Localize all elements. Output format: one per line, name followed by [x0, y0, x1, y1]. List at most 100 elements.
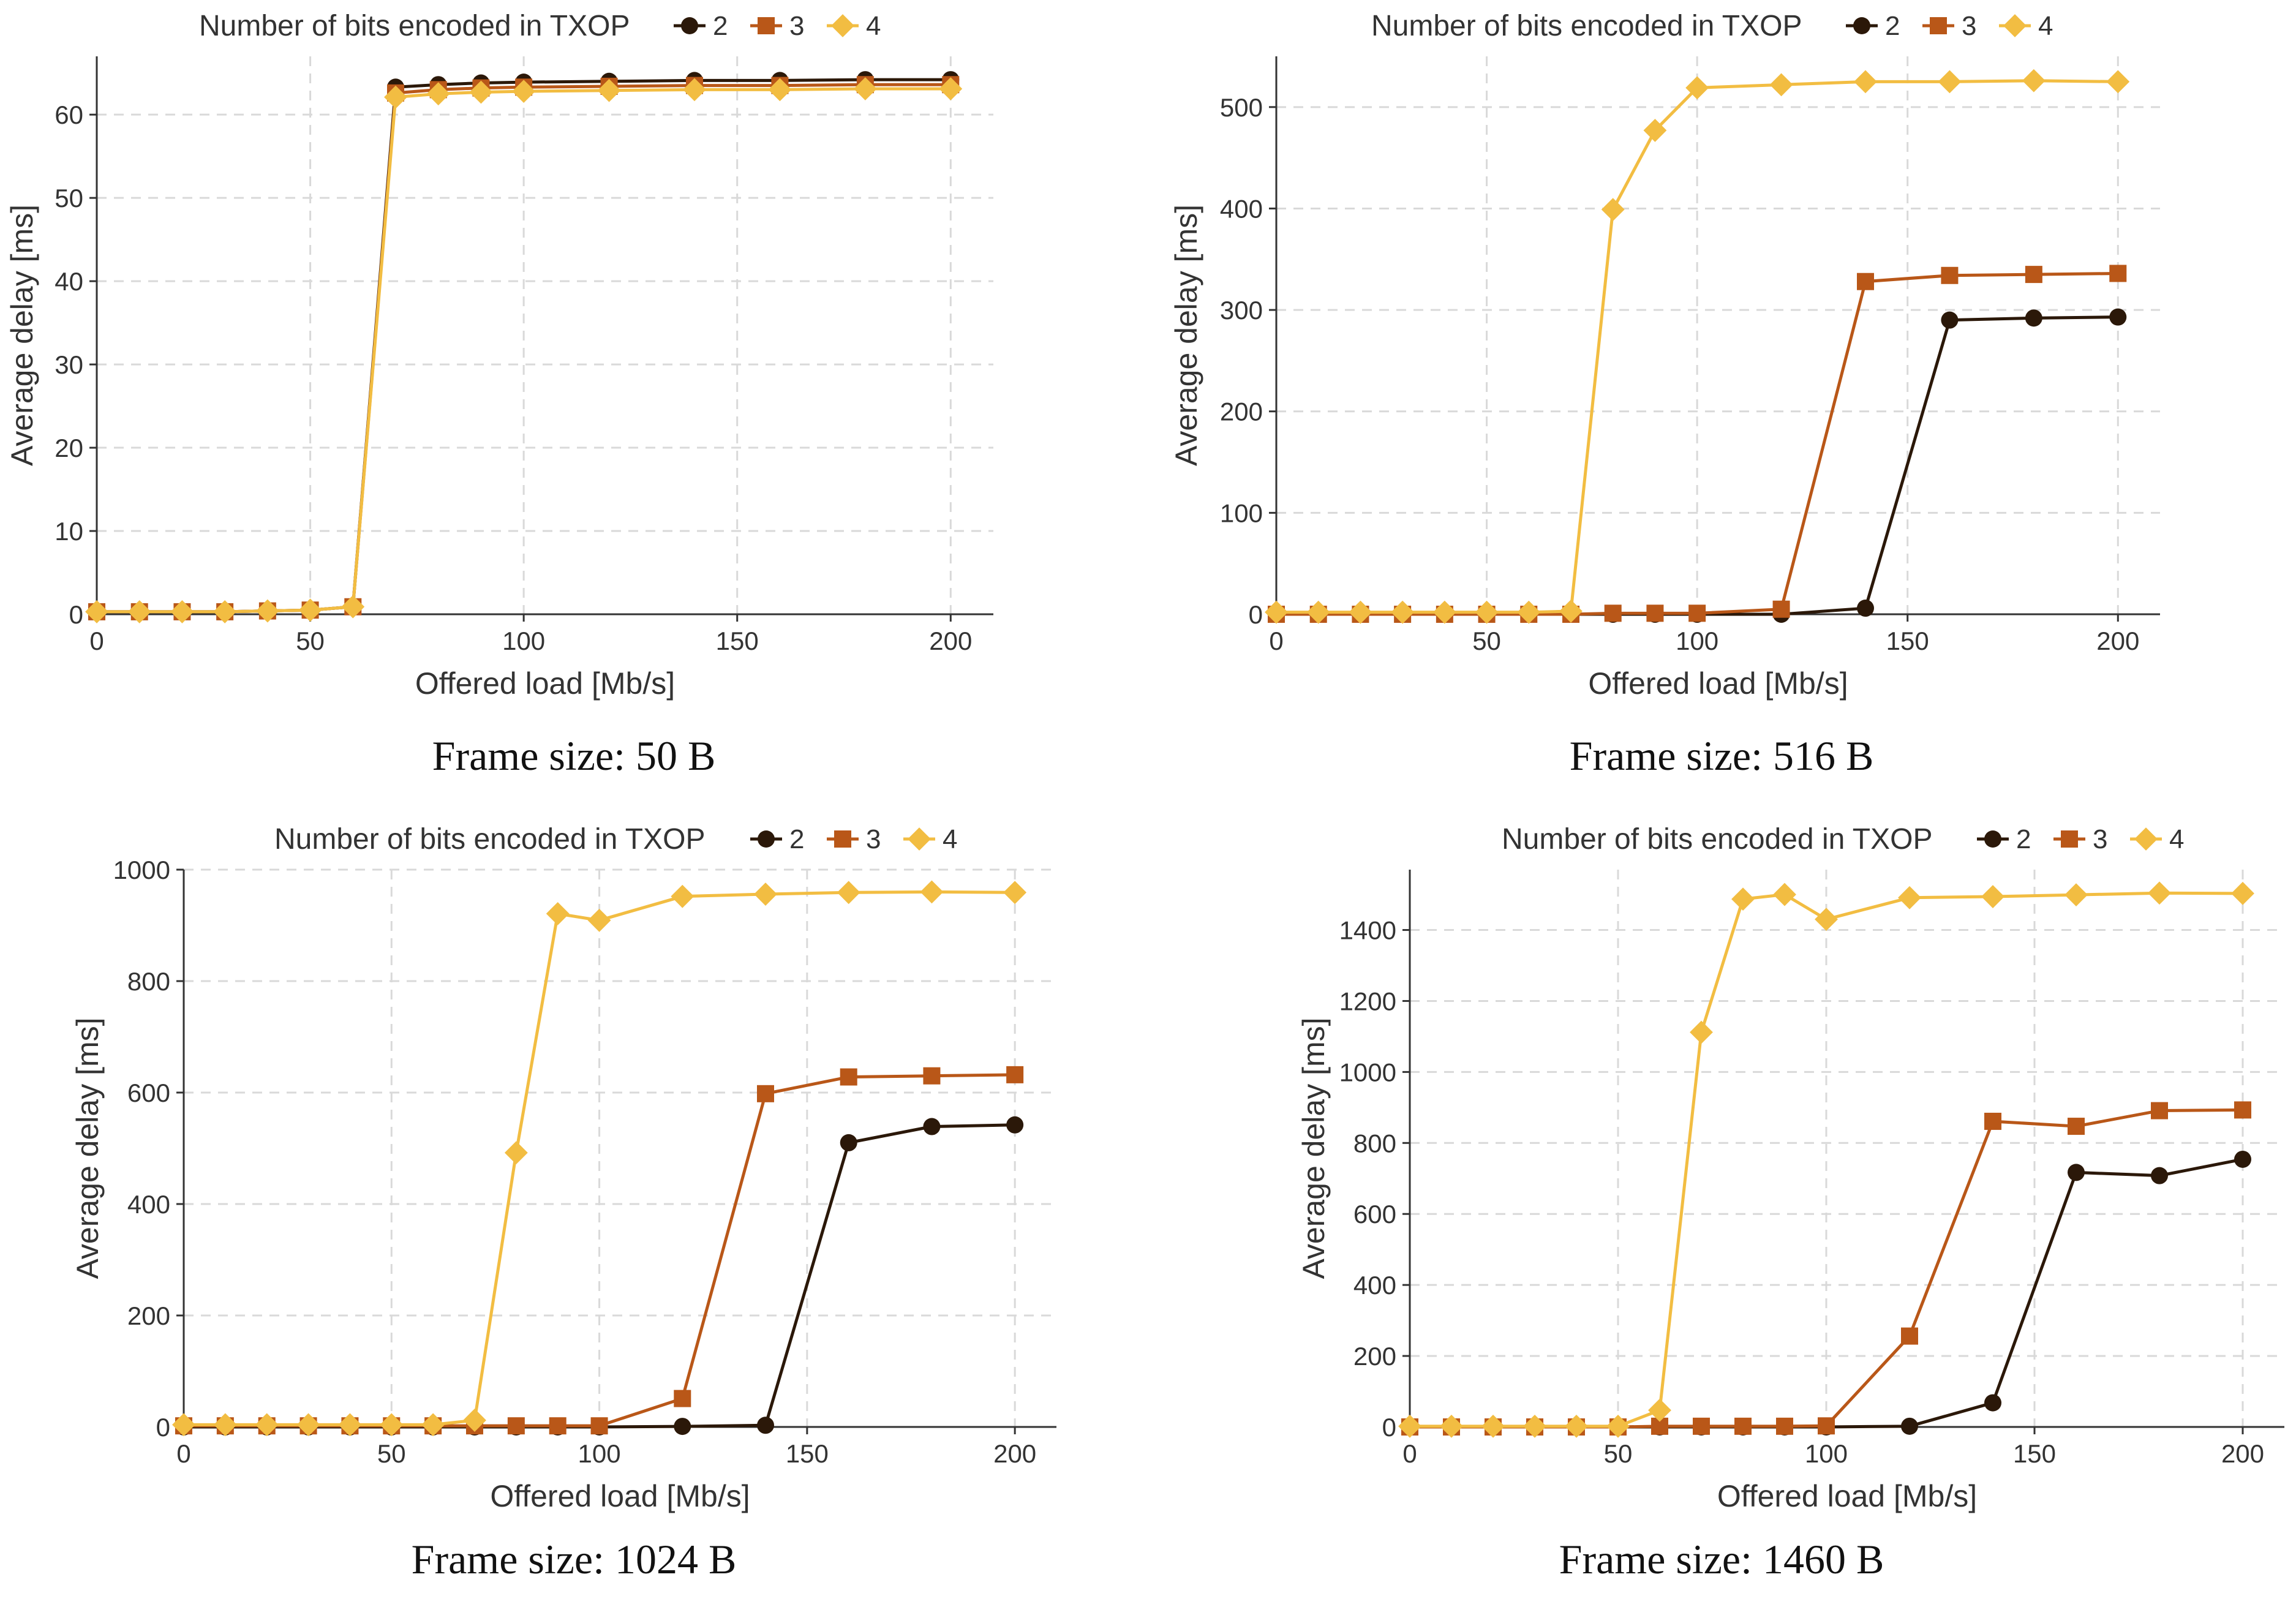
series-4-point [754, 883, 777, 906]
y-tick-label: 200 [1353, 1342, 1396, 1371]
x-axis-label: Offered load [Mb/s] [415, 666, 675, 701]
y-tick-label: 1000 [113, 856, 170, 884]
chart-panel-1460b: 0 50 100 150 200 0 200 400 600 800 1000 1200 1400 Off… [1148, 804, 2295, 1607]
series-3-point [1901, 1327, 1918, 1345]
series-3-point [674, 1390, 691, 1407]
series-4-point [853, 77, 877, 100]
legend-marker [681, 17, 698, 34]
legend-title: Number of bits encoded in TXOP [274, 823, 705, 856]
y-tick-label: 1400 [1339, 916, 1396, 945]
series-2-point [2068, 1164, 2085, 1181]
y-tick-label: 400 [127, 1190, 170, 1219]
series-3-point [1818, 1417, 1835, 1435]
series-4-point [341, 595, 365, 619]
series-3-point [923, 1067, 941, 1085]
series-4-point [1769, 73, 1793, 97]
x-tick-label: 100 [578, 1439, 621, 1468]
series-4-point [1690, 1020, 1713, 1044]
series-3-point [1984, 1112, 2001, 1130]
series-2-point [2109, 308, 2127, 326]
series-4-point [1981, 885, 2004, 908]
series-2-point [1006, 1116, 1024, 1134]
series-4-point [85, 600, 108, 623]
y-tick-label: 600 [1353, 1200, 1396, 1229]
chart-caption: Frame size: 516 B [1569, 732, 1874, 779]
legend-marker [758, 17, 775, 34]
series-4-point [512, 80, 536, 103]
x-tick-label: 200 [2096, 627, 2139, 655]
x-tick-label: 150 [1886, 627, 1929, 655]
y-tick-label: 60 [55, 100, 83, 129]
series-3-point [507, 1417, 525, 1435]
x-tick-label: 150 [716, 627, 759, 655]
series-3-line [1276, 271, 2118, 616]
legend-marker [1984, 830, 2001, 848]
chart-panel-516b: 0 50 100 150 200 0 100 200 300 400 500 Offered load… [1148, 0, 2295, 804]
series-2-point [757, 1417, 774, 1434]
x-tick-label: 0 [1402, 1439, 1417, 1468]
legend-label: 4 [2038, 11, 2053, 41]
series-2-point [1857, 600, 1874, 617]
x-tick-label: 100 [1805, 1439, 1848, 1468]
series-3-point [840, 1068, 857, 1086]
legend-label: 4 [2169, 824, 2184, 854]
series-2-point [840, 1134, 857, 1151]
series-4-point [597, 78, 621, 102]
series-4-point [587, 908, 611, 932]
series-4-point [384, 85, 407, 109]
series-4-point [683, 78, 706, 102]
x-tick-label: 0 [1269, 627, 1283, 655]
y-axis-label: Average delay [ms] [1169, 205, 1203, 466]
x-tick-label: 150 [786, 1439, 829, 1468]
y-tick-label: 30 [55, 350, 83, 379]
x-tick-label: 50 [1472, 627, 1501, 655]
chart-50b: 0 50 100 150 200 0 10 20 30 40 50 60 Offered load [M… [5, 10, 993, 701]
chart-1024b: 0 50 100 150 200 0 200 400 600 800 1000 Offered loa… [70, 823, 1056, 1513]
legend-label: 4 [943, 824, 957, 854]
legend-marker [1930, 17, 1947, 34]
legend-label: 3 [2093, 824, 2107, 854]
y-tick-label: 0 [156, 1413, 170, 1442]
legend-marker [831, 14, 854, 37]
series-2-point [1901, 1417, 1918, 1435]
legend-marker [758, 830, 775, 848]
x-axis-label: Offered load [Mb/s] [1588, 666, 1848, 701]
y-tick-label: 400 [1353, 1271, 1396, 1300]
y-tick-label: 0 [1382, 1413, 1396, 1442]
series-4-point [127, 600, 151, 623]
series-4-point [213, 600, 237, 623]
y-tick-label: 100 [1220, 499, 1263, 527]
series-2-point [2234, 1150, 2251, 1168]
x-axis-label: Offered load [Mb/s] [490, 1479, 750, 1513]
series-4-point [170, 600, 194, 623]
chart-516b: 0 50 100 150 200 0 100 200 300 400 500 Offered load… [1169, 10, 2160, 701]
series-4-point [172, 1413, 195, 1437]
series-2-point [2025, 309, 2042, 327]
series-4-point [2148, 881, 2171, 905]
y-tick-label: 20 [55, 434, 83, 462]
series-3-point [2068, 1118, 2085, 1135]
series-4-point [426, 82, 450, 106]
chart-caption: Frame size: 50 B [432, 732, 716, 779]
x-tick-label: 100 [1676, 627, 1718, 655]
chart-panel-50b: 0 50 100 150 200 0 10 20 30 40 50 60 Offered load [M… [0, 0, 1148, 804]
series-4-point [837, 881, 860, 905]
y-tick-label: 600 [127, 1078, 170, 1107]
series-3-point [1693, 1417, 1710, 1435]
y-axis-label: Average delay [ms] [1297, 1017, 1331, 1279]
legend-label: 3 [789, 11, 804, 41]
series-4-point [1773, 883, 1796, 906]
series-3-point [2109, 265, 2127, 282]
y-tick-label: 0 [1249, 600, 1263, 629]
series-4-point [469, 80, 493, 104]
x-tick-label: 0 [89, 627, 104, 655]
x-tick-label: 200 [929, 627, 972, 655]
legend-marker [908, 827, 931, 851]
y-tick-label: 200 [127, 1301, 170, 1330]
y-tick-label: 1200 [1339, 987, 1396, 1015]
x-tick-label: 50 [296, 627, 325, 655]
series-4-point [1398, 1414, 1421, 1438]
x-tick-label: 150 [2013, 1439, 2056, 1468]
series-3-point [2151, 1102, 2168, 1120]
legend-marker [2134, 827, 2158, 851]
